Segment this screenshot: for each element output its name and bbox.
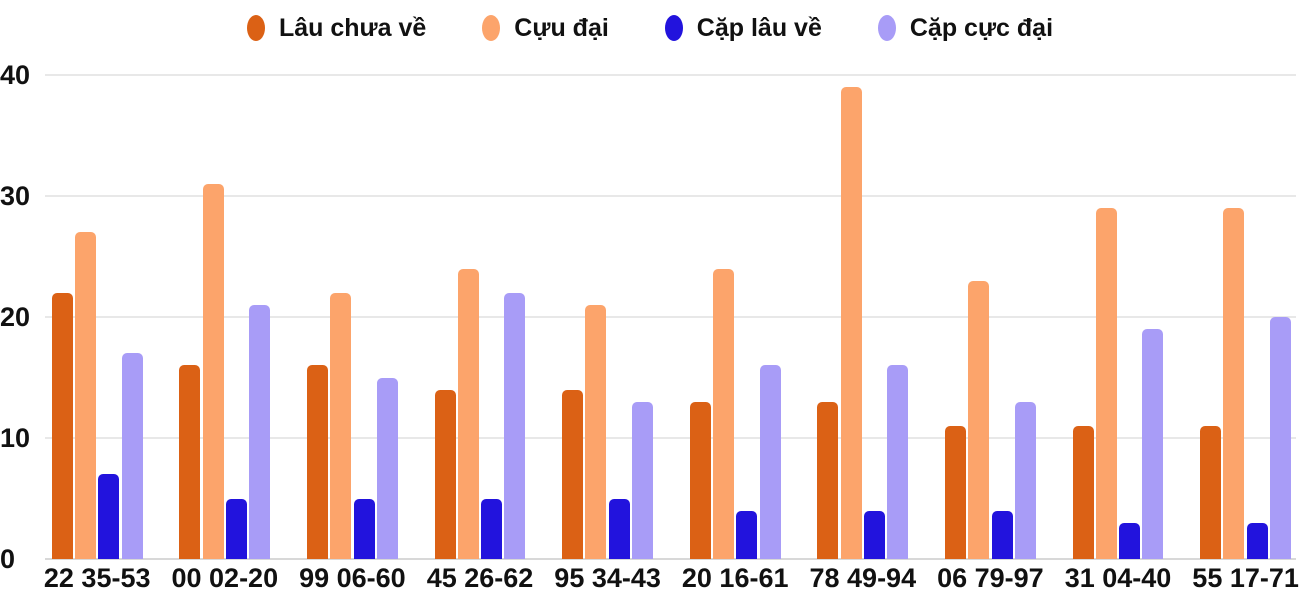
- x-axis-category-label: 95 34-43: [554, 563, 661, 593]
- bar-cuu-ai-99-06-60[interactable]: [330, 292, 352, 559]
- y-axis-tick-label: 10: [0, 423, 31, 453]
- gridline: [45, 195, 1296, 197]
- bar-cuu-ai-31-04-40[interactable]: [1095, 208, 1117, 559]
- legend-label: Lâu chưa về: [278, 13, 427, 42]
- x-axis-category-label: 45 26-62: [426, 563, 534, 593]
- bar-cap-cuc-ai-45-26-62[interactable]: [504, 292, 526, 559]
- bar-lau-chua-ve-22-35-53[interactable]: [51, 292, 73, 559]
- legend-label: Cặp cực đại: [909, 13, 1054, 42]
- bar-lau-chua-ve-31-04-40[interactable]: [1072, 425, 1094, 559]
- gridline: [45, 316, 1296, 318]
- bar-cap-cuc-ai-06-79-97[interactable]: [1014, 401, 1036, 559]
- bar-cap-lau-ve-00-02-20[interactable]: [225, 498, 247, 559]
- bar-lau-chua-ve-78-49-94[interactable]: [817, 401, 839, 559]
- legend-item-cap-lau-ve[interactable]: Cặp lâu về: [664, 13, 822, 43]
- bar-cuu-ai-20-16-61[interactable]: [713, 268, 734, 559]
- bar-cap-lau-ve-45-26-62[interactable]: [481, 498, 503, 559]
- x-axis-category-label: 06 79-97: [937, 563, 1044, 593]
- y-axis-tick-label: 30: [0, 181, 31, 211]
- legend-item-cap-cuc-ai[interactable]: Cặp cực đại: [877, 13, 1054, 43]
- legend-label: Cặp lâu về: [696, 13, 822, 42]
- bar-cap-cuc-ai-00-02-20[interactable]: [249, 304, 271, 559]
- x-axis-category-label: 31 04-40: [1064, 563, 1172, 593]
- bar-cap-cuc-ai-99-06-60[interactable]: [376, 377, 398, 559]
- legend-swatch-icon: [664, 15, 683, 41]
- bar-cap-lau-ve-55-17-71[interactable]: [1246, 522, 1268, 559]
- bar-cap-lau-ve-31-04-40[interactable]: [1119, 522, 1141, 559]
- bar-lau-chua-ve-45-26-62[interactable]: [434, 389, 456, 559]
- bar-cuu-ai-78-49-94[interactable]: [840, 87, 862, 559]
- legend-swatch-icon: [246, 15, 265, 41]
- legend-swatch-icon: [877, 15, 896, 41]
- x-axis-category-label: 78 49-94: [809, 563, 917, 593]
- bar-cap-cuc-ai-55-17-71[interactable]: [1270, 317, 1291, 559]
- legend-swatch-icon: [482, 15, 501, 41]
- bar-cuu-ai-22-35-53[interactable]: [75, 232, 96, 559]
- x-axis-category-label: 55 17-71: [1192, 563, 1299, 593]
- bar-lau-chua-ve-55-17-71[interactable]: [1200, 425, 1222, 559]
- bar-lau-chua-ve-06-79-97[interactable]: [944, 425, 966, 559]
- bar-cuu-ai-00-02-20[interactable]: [202, 183, 224, 559]
- gridline: [45, 74, 1296, 76]
- x-axis-line: [45, 558, 1296, 560]
- legend-item-cuu-ai[interactable]: Cựu đại: [482, 14, 609, 43]
- bar-cap-cuc-ai-31-04-40[interactable]: [1142, 329, 1164, 559]
- bar-lau-chua-ve-00-02-20[interactable]: [179, 365, 201, 559]
- bar-cuu-ai-95-34-43[interactable]: [585, 304, 607, 559]
- x-axis-category-label: 99 06-60: [299, 563, 406, 593]
- legend-label: Cựu đại: [514, 13, 609, 42]
- gridline: [45, 437, 1296, 439]
- bar-cap-lau-ve-78-49-94[interactable]: [863, 510, 885, 559]
- x-axis-category-label: 22 35-53: [43, 563, 151, 593]
- bar-cap-lau-ve-20-16-61[interactable]: [736, 510, 758, 559]
- bar-lau-chua-ve-99-06-60[interactable]: [306, 365, 328, 559]
- bar-cap-cuc-ai-20-16-61[interactable]: [759, 365, 781, 559]
- bar-cap-lau-ve-06-79-97[interactable]: [991, 510, 1013, 559]
- bar-cap-cuc-ai-78-49-94[interactable]: [887, 365, 909, 559]
- bar-cuu-ai-55-17-71[interactable]: [1223, 208, 1245, 559]
- x-axis-category-label: 00 02-20: [171, 563, 279, 593]
- bar-cap-lau-ve-22-35-53[interactable]: [98, 474, 120, 559]
- legend-item-lau-chua-ve[interactable]: Lâu chưa về: [246, 13, 427, 43]
- y-axis-tick-label: 20: [0, 302, 31, 332]
- bar-cap-lau-ve-99-06-60[interactable]: [353, 498, 375, 559]
- bar-cap-cuc-ai-95-34-43[interactable]: [632, 401, 653, 559]
- x-axis-category-label: 20 16-61: [681, 563, 789, 593]
- y-axis-tick-label: 40: [0, 60, 31, 90]
- bar-cap-cuc-ai-22-35-53[interactable]: [121, 353, 143, 559]
- bar-cap-lau-ve-95-34-43[interactable]: [608, 498, 630, 559]
- bar-cuu-ai-45-26-62[interactable]: [457, 268, 479, 559]
- bar-cuu-ai-06-79-97[interactable]: [968, 280, 990, 559]
- y-axis-tick-label: 0: [0, 544, 16, 574]
- bar-lau-chua-ve-20-16-61[interactable]: [689, 401, 711, 559]
- chart-legend: Lâu chưa về Cựu đại Cặp lâu về Cặp cực đại: [0, 4, 1300, 52]
- bar-lau-chua-ve-95-34-43[interactable]: [562, 389, 584, 559]
